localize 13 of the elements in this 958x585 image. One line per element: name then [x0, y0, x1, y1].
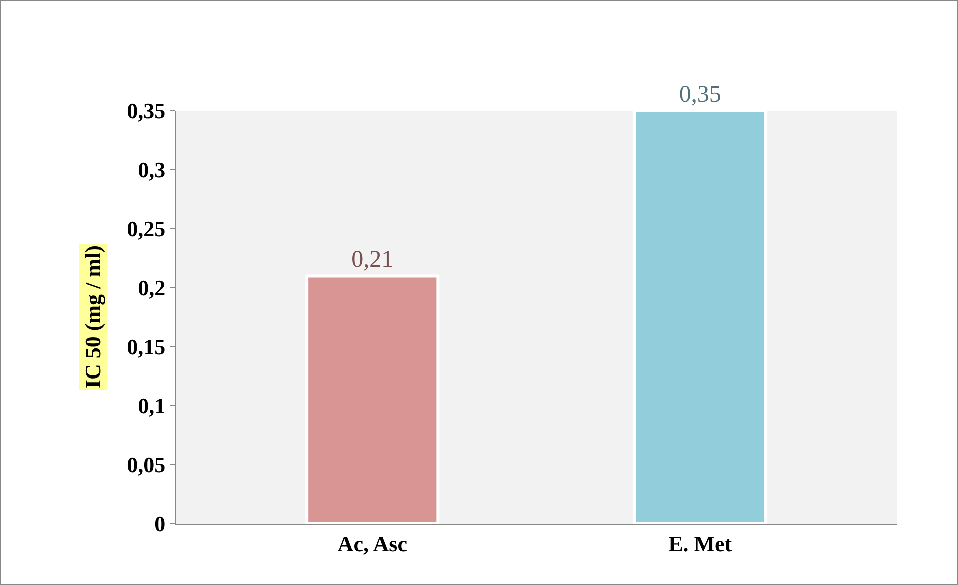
y-tick-label: 0,1	[138, 394, 166, 419]
x-tick-label: Ac, Asc	[338, 531, 408, 556]
y-tick-label: 0,15	[127, 334, 166, 360]
y-tick-label: 0,25	[127, 216, 166, 242]
y-tick-label: 0,2	[138, 276, 166, 301]
x-tick-label: E. Met	[668, 531, 733, 556]
y-tick-label: 0,3	[138, 158, 166, 183]
y-tick-label: 0,05	[127, 452, 166, 478]
y-tick-label: 0	[154, 512, 166, 537]
y-tick-label: 0,35	[127, 98, 166, 124]
y-axis-title: IC 50 (mg / ml)	[80, 246, 106, 389]
data-label: 0,35	[679, 82, 722, 108]
data-label: 0,21	[352, 247, 394, 274]
